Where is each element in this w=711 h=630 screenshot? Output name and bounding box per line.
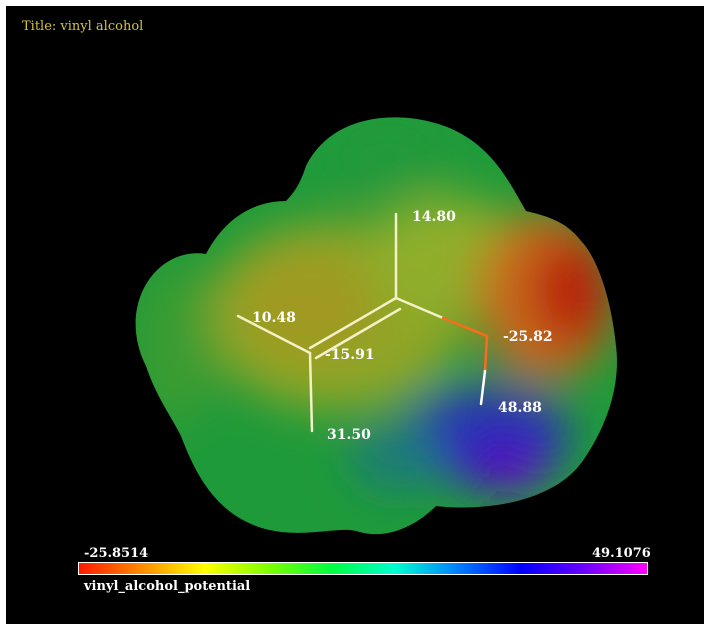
molecule-bonds [236, 212, 489, 433]
render-viewport[interactable]: Title: vinyl alcohol [6, 6, 704, 624]
atom-label-h-top: 14.80 [412, 209, 456, 225]
colorbar-gradient [78, 562, 648, 575]
atom-label-h-hydroxyl: 48.88 [498, 400, 542, 416]
molecule-scene[interactable]: 14.80 10.48 -15.91 -25.82 48.88 31.50 [6, 6, 704, 624]
viewer-title: Title: vinyl alcohol [22, 19, 144, 34]
colorbar-max-label: 49.1076 [592, 546, 651, 561]
potential-surface [135, 117, 617, 535]
colorbar-min-label: -25.8514 [84, 546, 149, 561]
atom-label-h-left: 10.48 [252, 310, 296, 326]
colorbar-scalar-name: vinyl_alcohol_potential [84, 579, 251, 594]
atom-label-h-bottom: 31.50 [327, 427, 371, 443]
atom-label-c-center: -15.91 [325, 347, 375, 363]
atom-label-oxygen: -25.82 [503, 329, 553, 345]
atom-charge-labels: 14.80 10.48 -15.91 -25.82 48.88 31.50 [252, 209, 553, 443]
